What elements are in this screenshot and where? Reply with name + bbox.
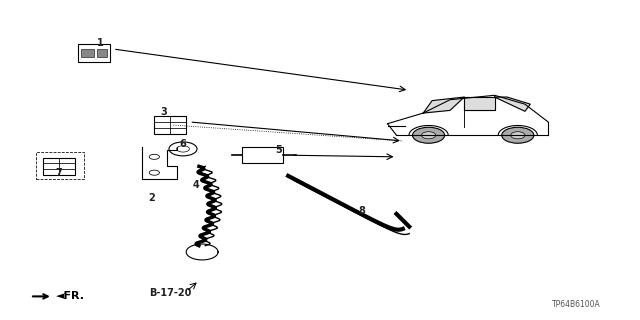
Circle shape: [413, 127, 445, 143]
Text: 7: 7: [56, 168, 62, 178]
Text: 6: 6: [180, 139, 186, 149]
Circle shape: [422, 132, 436, 139]
Bar: [154, 116, 186, 134]
Text: 2: 2: [148, 193, 154, 203]
Polygon shape: [423, 97, 464, 113]
Polygon shape: [495, 97, 531, 111]
Circle shape: [502, 127, 534, 143]
Text: 3: 3: [161, 108, 167, 117]
Bar: [43, 158, 75, 175]
Text: 8: 8: [358, 206, 365, 216]
Text: ◄FR.: ◄FR.: [33, 292, 84, 301]
Text: 4: 4: [193, 180, 199, 190]
Bar: [36, 152, 84, 179]
Bar: [78, 44, 109, 62]
Bar: [242, 147, 284, 163]
Polygon shape: [464, 97, 495, 110]
Text: 5: 5: [275, 146, 282, 156]
Circle shape: [511, 132, 525, 139]
Bar: [81, 49, 94, 57]
Text: B-17-20: B-17-20: [149, 288, 191, 298]
Text: TP64B6100A: TP64B6100A: [552, 300, 600, 309]
Bar: [97, 49, 106, 57]
Text: 1: 1: [97, 38, 104, 48]
